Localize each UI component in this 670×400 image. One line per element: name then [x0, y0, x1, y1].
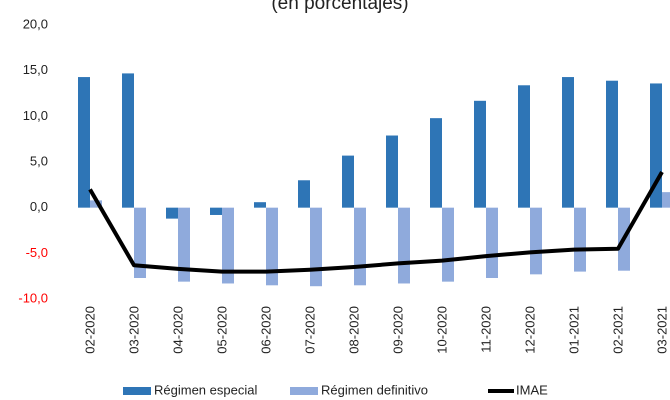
bar — [342, 155, 354, 208]
bar — [210, 207, 222, 215]
bar — [134, 207, 146, 278]
bar — [310, 207, 322, 287]
bar — [298, 180, 310, 208]
bar — [662, 192, 670, 208]
y-tick-label: 15,0 — [23, 62, 48, 77]
bar — [90, 200, 102, 208]
x-tick-label: 02-2020 — [82, 306, 97, 354]
chart-title: (en porcentajes) — [271, 0, 408, 14]
y-tick-label: 0,0 — [30, 199, 48, 214]
x-tick-label: 03-2020 — [126, 306, 141, 354]
x-tick-label: 02-2021 — [610, 306, 625, 354]
bar — [606, 80, 618, 208]
x-tick-label: 05-2020 — [214, 306, 229, 354]
legend-swatch — [290, 387, 318, 395]
x-tick-label: 04-2020 — [170, 306, 185, 354]
legend-label: Régimen definitivo — [321, 382, 428, 397]
bar — [222, 207, 234, 284]
bar — [562, 77, 574, 208]
bar — [266, 207, 278, 286]
x-tick-label: 12-2020 — [522, 306, 537, 354]
x-tick-label: 10-2020 — [434, 306, 449, 354]
x-tick-label: 11-2020 — [478, 306, 493, 353]
line — [88, 171, 664, 274]
bar — [430, 118, 442, 208]
x-tick-label: 09-2020 — [390, 306, 405, 354]
bar — [442, 207, 454, 282]
y-tick-label: 5,0 — [30, 153, 48, 168]
y-tick-label: -5,0 — [26, 245, 48, 260]
bar — [530, 207, 542, 275]
bar — [254, 202, 266, 208]
x-tick-label: 01-2021 — [566, 306, 581, 354]
legend-swatch — [123, 387, 151, 395]
y-tick-label: 20,0 — [23, 16, 48, 31]
legend-label: IMAE — [516, 382, 548, 397]
bar — [486, 207, 498, 278]
bar — [398, 207, 410, 284]
bar — [518, 85, 530, 208]
bar — [78, 77, 90, 208]
x-tick-label: 08-2020 — [346, 306, 361, 354]
bar — [178, 207, 190, 282]
bar — [354, 207, 366, 286]
bar — [166, 207, 178, 219]
x-tick-label: 03-2021 — [654, 306, 669, 354]
x-tick-label: 06-2020 — [258, 306, 273, 354]
bar — [474, 100, 486, 208]
bar — [386, 135, 398, 208]
legend-label: Régimen especial — [154, 382, 257, 397]
bar — [122, 73, 134, 208]
y-tick-label: 10,0 — [23, 108, 48, 123]
bar — [574, 207, 586, 272]
x-tick-label: 07-2020 — [302, 306, 317, 354]
y-tick-label: -10,0 — [18, 290, 48, 305]
